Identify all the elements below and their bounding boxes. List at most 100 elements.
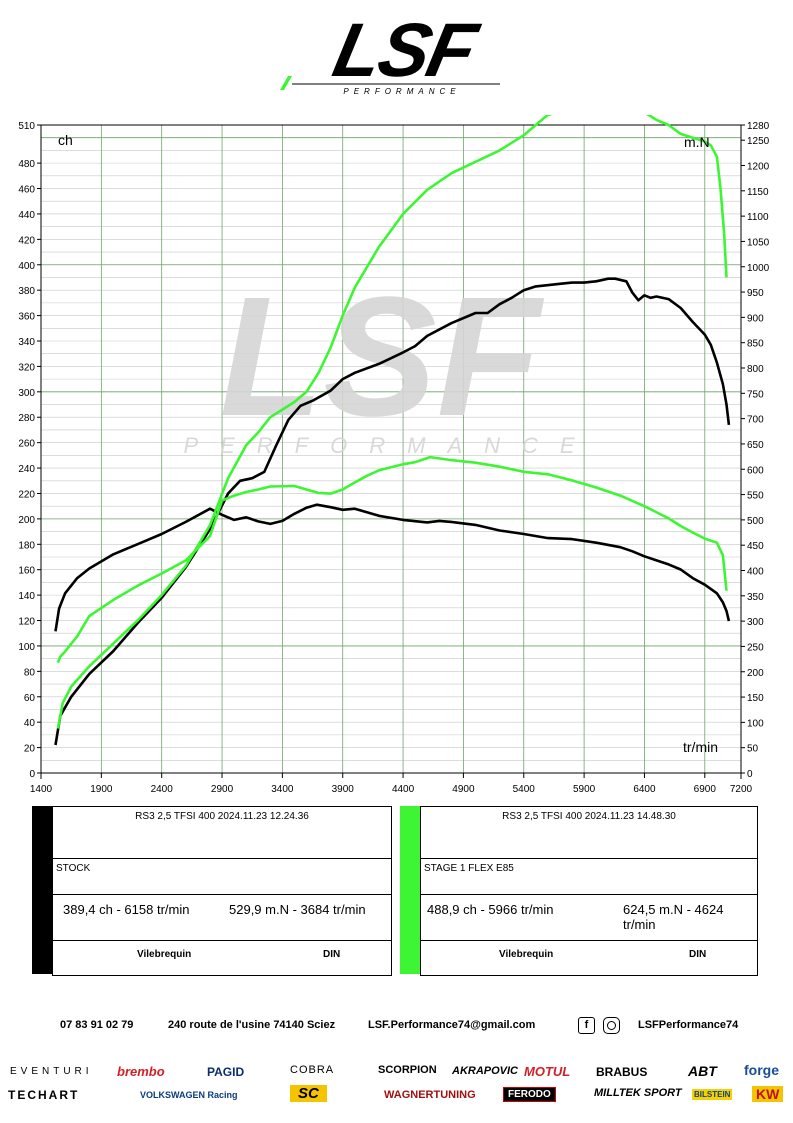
- y-tick-label-right: 750: [747, 389, 764, 400]
- logo-subtitle: PERFORMANCE: [343, 87, 460, 96]
- y-tick-label-left: 420: [18, 235, 35, 246]
- y-tick-label-right: 600: [747, 465, 764, 476]
- sponsor-logo: BILSTEIN: [692, 1089, 733, 1100]
- watermark-text: LSF: [219, 262, 544, 452]
- y-tick-label-right: 1200: [747, 162, 770, 173]
- panel-header-box: RS3 2,5 TFSI 400 2024.11.23 12.24.36: [52, 806, 392, 860]
- x-tick-label: 2400: [151, 784, 174, 795]
- sponsor-logo: TECHART: [8, 1088, 80, 1102]
- panel-values-box: 389,4 ch - 6158 tr/min 529,9 m.N - 3684 …: [52, 894, 392, 942]
- y-tick-label-left: 480: [18, 159, 35, 170]
- panel-footer-box: Vilebrequin DIN: [52, 940, 392, 976]
- y-tick-label-left: 400: [18, 261, 35, 272]
- y-tick-label-right: 650: [747, 440, 764, 451]
- y-tick-label-left: 380: [18, 286, 35, 297]
- x-tick-label: 3900: [332, 784, 355, 795]
- y-tick-label-right: 1050: [747, 237, 770, 248]
- watermark: LSF PERFORMANCE: [183, 262, 596, 458]
- email[interactable]: LSF.Performance74@gmail.com: [368, 1019, 536, 1031]
- series-line-stock-torque: [54, 503, 731, 632]
- y-tick-label-left: 160: [18, 566, 35, 577]
- x-tick-label: 1400: [30, 784, 53, 795]
- facebook-icon[interactable]: f: [578, 1017, 595, 1034]
- y-tick-label-left: 200: [18, 515, 35, 526]
- legend-panel-stage1: RS3 2,5 TFSI 400 2024.11.23 14.48.30 STA…: [400, 806, 760, 976]
- sponsor-logo: SC: [290, 1085, 327, 1102]
- sponsor-logo: WAGNERTUNING: [384, 1089, 476, 1101]
- y-tick-label-right: 1100: [747, 212, 769, 223]
- contact-footer: 07 83 91 02 79 240 route de l'usine 7414…: [0, 1012, 793, 1042]
- panel-header: RS3 2,5 TFSI 400 2024.11.23 14.48.30: [502, 811, 676, 822]
- y-tick-label-left: 280: [18, 413, 35, 424]
- sponsor-logo: MILLTEK SPORT: [594, 1087, 682, 1099]
- series-line-stage1-torque: [56, 455, 728, 664]
- x-axis-unit: tr/min: [683, 739, 718, 755]
- left-axis-unit: ch: [58, 132, 73, 148]
- panel-label: STOCK: [56, 863, 91, 874]
- y-tick-label-left: 20: [24, 744, 36, 755]
- x-tick-label: 4900: [452, 784, 475, 795]
- y-tick-label-left: 340: [18, 337, 35, 348]
- y-tick-label-right: 200: [747, 668, 764, 679]
- y-tick-label-right: 1250: [747, 136, 770, 147]
- y-tick-label-left: 440: [18, 210, 35, 221]
- lsf-logo: LSF PERFORMANCE: [280, 14, 500, 96]
- y-tick-label-left: 260: [18, 439, 35, 450]
- social-handle[interactable]: LSFPerformance74: [638, 1019, 739, 1031]
- x-tick-label: 7200: [730, 784, 753, 795]
- legend-panel-stock: RS3 2,5 TFSI 400 2024.11.23 12.24.36 STO…: [32, 806, 392, 976]
- din-label: DIN: [323, 949, 341, 960]
- y-tick-label-right: 400: [747, 567, 764, 578]
- color-strip-stock: [32, 806, 52, 974]
- vilebrequin-label: Vilebrequin: [499, 949, 554, 960]
- panel-header: RS3 2,5 TFSI 400 2024.11.23 12.24.36: [135, 811, 309, 822]
- y-tick-label-left: 0: [29, 769, 35, 780]
- sponsor-logo: VOLKSWAGEN Racing: [140, 1090, 238, 1100]
- grid: [41, 125, 741, 773]
- y-tick-label-right: 1150: [747, 187, 769, 198]
- x-tick-label: 4400: [392, 784, 415, 795]
- color-strip-stage1: [400, 806, 420, 974]
- sponsor-logo: brembo: [117, 1064, 165, 1079]
- sponsor-logo: KW: [752, 1086, 784, 1102]
- y-tick-label-right: 900: [747, 313, 764, 324]
- x-tick-label: 6900: [694, 784, 717, 795]
- sponsor-logo: AKRAPOVIC: [452, 1065, 519, 1077]
- series-lines: [54, 115, 731, 746]
- x-tick-label: 1900: [90, 784, 113, 795]
- dyno-chart: LSF PERFORMANCE 0 20 40 60 80 100 120 140 160 180…: [18, 115, 770, 795]
- y-tick-label-left: 120: [18, 617, 35, 628]
- plot-background: [41, 125, 741, 773]
- y-tick-label-right: 1000: [747, 263, 770, 274]
- y-tick-label-right: 100: [747, 718, 764, 729]
- y-tick-label-left: 360: [18, 312, 35, 323]
- torque-value: 624,5 m.N - 4624 tr/min: [623, 902, 724, 932]
- y-tick-label-left: 300: [18, 388, 35, 399]
- y-tick-label-left: 100: [18, 642, 35, 653]
- y-tick-label-left: 460: [18, 185, 35, 196]
- y-tick-label-right: 500: [747, 516, 764, 527]
- y-tick-label-left: 510: [18, 121, 35, 132]
- y-tick-label-left: 140: [18, 591, 35, 602]
- sponsor-logo: SCORPION: [378, 1064, 437, 1076]
- sponsor-row-1: EVENTURI brembo PAGID COBRA SCORPION AKR…: [0, 1060, 793, 1084]
- y-tick-label-left: 60: [24, 693, 36, 704]
- y-tick-label-left: 320: [18, 362, 35, 373]
- x-tick-label: 6400: [633, 784, 656, 795]
- instagram-icon[interactable]: [603, 1017, 620, 1034]
- sponsor-logo: PAGID: [207, 1065, 245, 1079]
- y-tick-label-right: 700: [747, 415, 764, 426]
- y-tick-label-left: 180: [18, 540, 35, 551]
- y-tick-label-right: 250: [747, 642, 764, 653]
- power-value: 389,4 ch - 6158 tr/min: [63, 902, 190, 917]
- phone-number: 07 83 91 02 79: [60, 1019, 134, 1031]
- series-line-stage1-power: [56, 115, 728, 729]
- panel-label-box: STAGE 1 FLEX E85: [420, 858, 758, 896]
- sponsor-logo: forge: [744, 1062, 779, 1078]
- sponsor-logo: BRABUS: [596, 1065, 648, 1079]
- x-tick-label: 2900: [211, 784, 234, 795]
- x-tick-label: 3400: [271, 784, 294, 795]
- sponsor-logo: COBRA: [290, 1064, 335, 1076]
- watermark-subtitle: PERFORMANCE: [183, 433, 596, 458]
- y-tick-label-right: 950: [747, 288, 764, 299]
